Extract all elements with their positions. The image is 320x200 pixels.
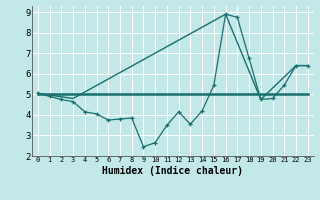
X-axis label: Humidex (Indice chaleur): Humidex (Indice chaleur)	[102, 166, 243, 176]
